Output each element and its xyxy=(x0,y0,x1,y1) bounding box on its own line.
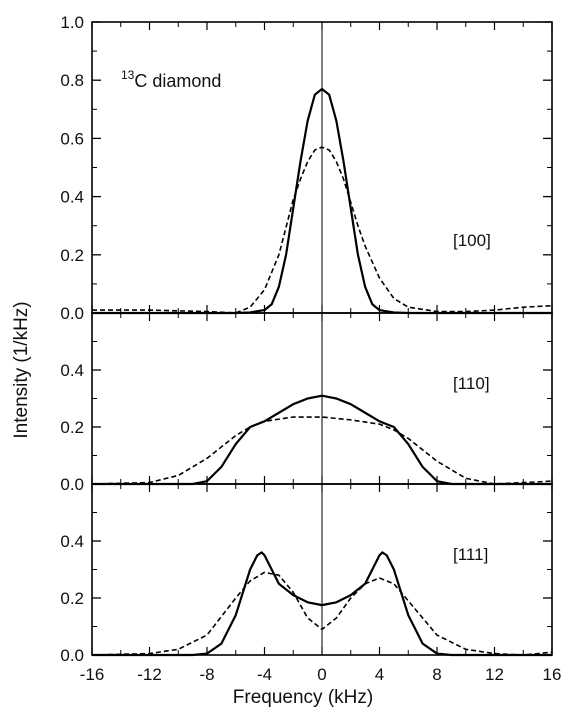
y-axis-title: Intensity (1/kHz) xyxy=(11,301,32,438)
y-tick-label: 1.0 xyxy=(60,13,84,32)
x-tick-label: 0 xyxy=(317,665,326,684)
dashed-curve xyxy=(92,146,553,314)
orientation-label: [111] xyxy=(453,545,488,564)
solid-curve xyxy=(92,87,552,315)
dashed-curve xyxy=(91,571,553,656)
panel-3: 0.0 0.2 0.4 [111] xyxy=(60,483,553,665)
panel-1: 0.0 0.2 0.4 0.6 0.8 1.0 [100] xyxy=(60,13,553,323)
y-tick-label: 0.2 xyxy=(60,246,84,265)
panel-2: 0.0 0.2 0.4 [110] xyxy=(60,312,553,494)
x-tick-label: -12 xyxy=(137,665,162,684)
dashed-curve xyxy=(91,416,553,485)
y-tick-label: 0.2 xyxy=(60,589,84,608)
orientation-label: [100] xyxy=(453,231,491,250)
x-tick-label: 8 xyxy=(432,665,441,684)
y-tick-label: 0.0 xyxy=(60,646,84,665)
x-axis-title: Frequency (kHz) xyxy=(233,687,373,708)
y-tick-label: 0.6 xyxy=(60,129,84,148)
orientation-label: [110] xyxy=(453,374,490,393)
x-tick-label: 4 xyxy=(375,665,384,684)
y-tick-label: 0.4 xyxy=(60,188,84,207)
chart-panels: 0.00.20.40.60.81.0[100]0.00.20.4[110]0.0… xyxy=(60,13,553,665)
sample-name: C diamond xyxy=(134,71,221,91)
y-tick-label: 0.4 xyxy=(60,532,84,551)
y-tick-label: 0.2 xyxy=(60,418,84,437)
x-tick-label: -8 xyxy=(199,665,214,684)
isotope-superscript: 13 xyxy=(121,68,135,82)
y-tick-label: 0.8 xyxy=(60,71,84,90)
panel-frame xyxy=(91,483,553,656)
x-tick-label: 16 xyxy=(543,665,562,684)
x-tick-label: 12 xyxy=(485,665,504,684)
y-tick-label: 0.4 xyxy=(60,361,84,380)
solid-curve xyxy=(92,394,552,486)
x-tick-label: -4 xyxy=(257,665,272,684)
solid-curve xyxy=(92,551,552,657)
y-tick-label: 0.0 xyxy=(60,475,84,494)
x-tick-label: -16 xyxy=(80,665,105,684)
y-tick-label: 0.0 xyxy=(60,304,84,323)
x-axis-ticks: -16 -12 -8 -4 0 4 8 12 16 xyxy=(80,665,562,684)
sample-annotation: 13C diamond xyxy=(121,68,221,91)
